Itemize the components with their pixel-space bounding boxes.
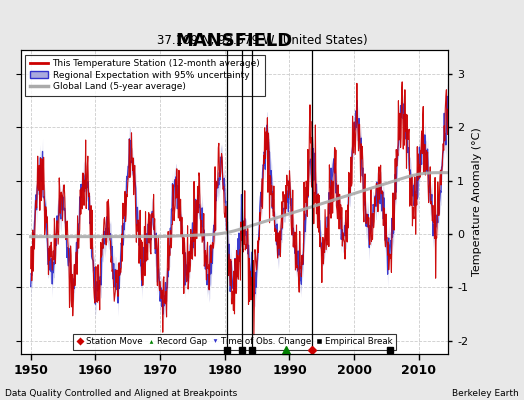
Title: MANSFIELD: MANSFIELD (176, 32, 293, 50)
Y-axis label: Temperature Anomaly (°C): Temperature Anomaly (°C) (472, 128, 482, 276)
Legend: Station Move, Record Gap, Time of Obs. Change, Empirical Break: Station Move, Record Gap, Time of Obs. C… (73, 334, 396, 350)
Text: 37.109 N, 92.579 W (United States): 37.109 N, 92.579 W (United States) (157, 34, 367, 47)
Text: Data Quality Controlled and Aligned at Breakpoints: Data Quality Controlled and Aligned at B… (5, 389, 237, 398)
Text: Berkeley Earth: Berkeley Earth (452, 389, 519, 398)
